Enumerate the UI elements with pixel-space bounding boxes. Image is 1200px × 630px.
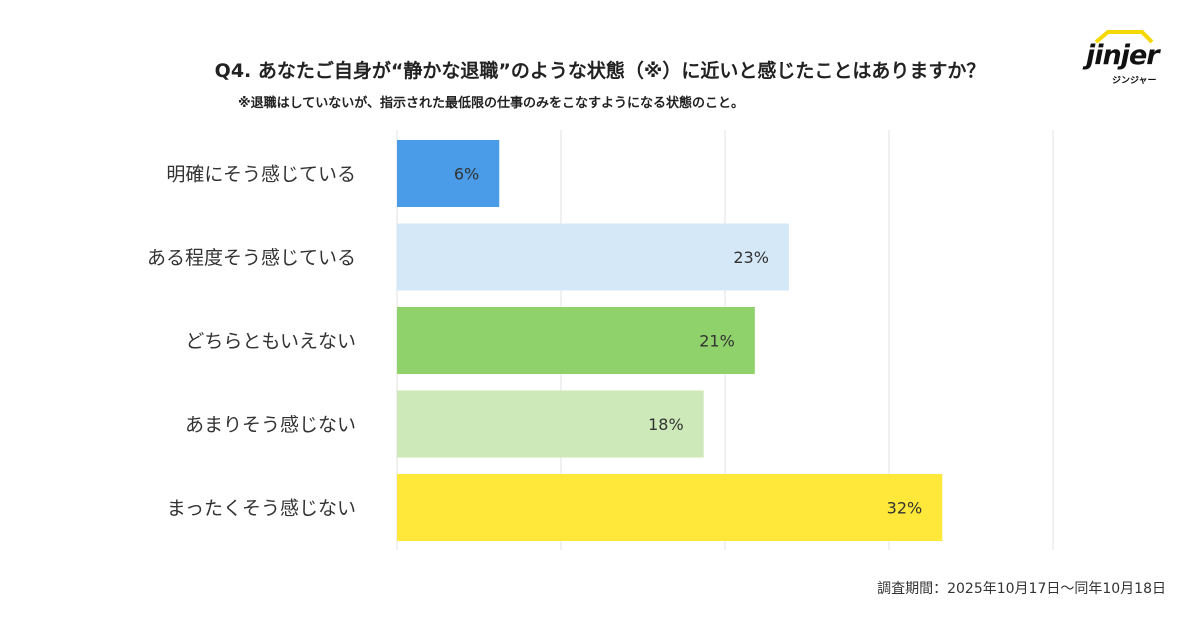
bar — [397, 474, 943, 541]
data-label: 6% — [454, 165, 479, 184]
category-label: ある程度そう感じている — [147, 247, 356, 269]
survey-period: 調査期間：2025年10月17日〜同年10月18日 — [877, 581, 1166, 597]
bar — [397, 223, 789, 291]
bar — [397, 390, 704, 458]
logo-roof-icon — [1094, 30, 1154, 44]
chart-subtitle: ※退職はしていないが、指示された最低限の仕事のみをこなすようになる状態のこと。 — [238, 96, 744, 111]
chart-title: Q4. あなたご自身が“静かな退職”のような状態（※）に近いと感じたことはありま… — [214, 60, 986, 82]
category-label: まったくそう感じない — [167, 498, 356, 520]
category-label: どちらともいえない — [185, 331, 356, 353]
data-label: 18% — [648, 415, 684, 434]
logo-subtext: ジンジャー — [1112, 76, 1157, 86]
jinjer-logo: jinjer ジンジャー — [1082, 30, 1172, 86]
category-label: 明確にそう感じている — [166, 164, 356, 186]
category-label: あまりそう感じない — [185, 414, 356, 436]
data-label: 23% — [733, 248, 769, 267]
bar — [397, 307, 755, 374]
data-label: 21% — [699, 332, 735, 351]
data-label: 32% — [887, 499, 923, 518]
bar — [397, 140, 500, 207]
logo-wordmark: jinjer — [1086, 40, 1160, 71]
